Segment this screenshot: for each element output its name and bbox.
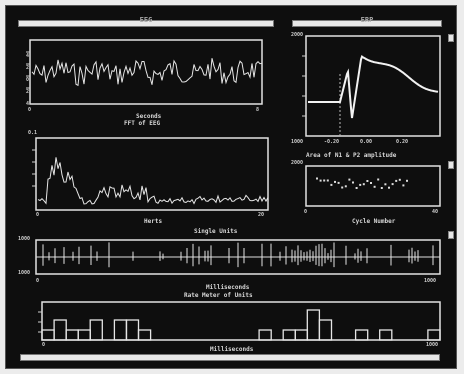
area-point xyxy=(384,183,387,186)
units-window-handle[interactable] xyxy=(448,231,454,239)
erp-series-line xyxy=(308,55,439,119)
area-point xyxy=(344,185,347,188)
eeg-series-line xyxy=(31,58,263,87)
eeg-y-tick-label: 4 xyxy=(26,101,29,107)
rate-x-tick-0: 0 xyxy=(42,342,46,348)
rate-x-tick-1000: 1000 xyxy=(426,342,439,348)
eeg-y-tick-label: 2 xyxy=(26,65,29,71)
erp-y-top-tick: 2000 xyxy=(291,32,304,38)
area-point xyxy=(362,183,365,186)
area-point xyxy=(348,178,351,181)
area-x-axis-label: Cycle Number xyxy=(352,218,396,225)
area-x-tick-0: 0 xyxy=(304,209,308,215)
fft-series-line xyxy=(37,157,269,205)
area-point xyxy=(316,177,318,180)
units-x-axis-label: Milliseconds xyxy=(206,284,250,291)
rate-bar xyxy=(77,329,91,341)
eeg-y-tick-label: 2 xyxy=(26,89,29,95)
area-point xyxy=(326,179,329,182)
area-point xyxy=(330,183,333,186)
rate-bar xyxy=(379,329,393,341)
eeg-y-tick-label: 0 xyxy=(26,77,29,83)
area-point xyxy=(341,186,344,189)
area-point xyxy=(391,183,394,186)
eeg-x-tick-8: 8 xyxy=(256,107,260,113)
erp-chart xyxy=(302,35,441,137)
rate-bars xyxy=(41,309,441,341)
rate-bar xyxy=(258,329,272,341)
rate-bar xyxy=(137,329,152,341)
area-point xyxy=(388,186,390,189)
unit-spike-train xyxy=(42,242,434,268)
rate-bar xyxy=(125,319,140,341)
area-title: Area of N1 & P2 amplitude xyxy=(306,152,397,159)
area-point xyxy=(366,180,369,182)
units-y-bottom-tick: 1000 xyxy=(18,270,31,276)
units-x-tick-1000: 1000 xyxy=(424,278,437,284)
area-point xyxy=(359,183,362,186)
rate-bar xyxy=(65,329,79,341)
rate-bar xyxy=(294,329,309,341)
area-point xyxy=(395,179,398,182)
area-point xyxy=(377,178,380,181)
rate-bar xyxy=(306,309,321,341)
area-scatter-points xyxy=(316,177,408,189)
display-screen: EEG ERP 4 2 0 2 4 0 8 Seconds FFT of EEG… xyxy=(5,5,457,369)
units-title: Single Units xyxy=(194,228,238,235)
area-point xyxy=(355,187,358,189)
area-point xyxy=(352,181,354,184)
fft-title: FFT of EEG xyxy=(124,120,161,127)
area-point xyxy=(398,178,401,181)
fft-x-tick-0: 0 xyxy=(36,212,40,218)
units-chart xyxy=(35,239,441,275)
rate-bar xyxy=(282,329,296,341)
area-point xyxy=(370,182,372,184)
rate-chart xyxy=(38,301,441,341)
rate-bar xyxy=(89,319,103,341)
fft-chart xyxy=(32,137,269,211)
erp-window-title: ERP xyxy=(360,16,374,24)
rate-title: Rate Meter of Units xyxy=(184,292,253,299)
fft-x-tick-20: 20 xyxy=(258,212,265,218)
eeg-x-tick-0: 0 xyxy=(28,107,32,113)
area-point xyxy=(319,179,322,182)
rate-bar xyxy=(41,329,55,341)
erp-x-tick-b: 0.00 xyxy=(360,139,373,145)
eeg-window-title: EEG xyxy=(139,16,153,24)
fft-y-top-tick: 0.1 xyxy=(28,130,38,136)
units-x-tick-0: 0 xyxy=(36,278,40,284)
rate-bar xyxy=(318,319,333,341)
rate-bar xyxy=(113,319,128,341)
erp-y-bottom-tick: 1000 xyxy=(291,139,304,145)
rate-bar xyxy=(53,319,67,341)
eeg-window-titlebar[interactable]: EEG xyxy=(18,16,274,27)
erp-window-titlebar[interactable]: ERP xyxy=(292,16,442,27)
area-point xyxy=(380,187,383,189)
erp-x-tick-c: 0.20 xyxy=(396,139,409,145)
area-point xyxy=(373,185,376,188)
eeg-y-tick-label: 4 xyxy=(26,53,29,59)
area-x-tick-40: 40 xyxy=(432,209,439,215)
rate-bar xyxy=(354,329,369,341)
rate-bar xyxy=(427,329,441,341)
area-point xyxy=(323,179,326,182)
area-point xyxy=(334,180,336,183)
area-window-handle[interactable] xyxy=(448,161,454,169)
area-point xyxy=(406,179,408,182)
area-point xyxy=(402,184,405,187)
area-point xyxy=(337,181,340,184)
eeg-trace-chart: 4 2 0 2 4 xyxy=(26,39,263,107)
fft-x-axis-label: Herts xyxy=(144,218,163,225)
erp-x-tick-a: -0.20 xyxy=(324,139,340,145)
erp-window-handle[interactable] xyxy=(448,34,454,42)
eeg-x-axis-label: Seconds xyxy=(136,113,162,120)
area-y-top-tick: 2000 xyxy=(291,160,304,166)
bottom-status-bar xyxy=(20,354,440,361)
rate-x-axis-label: Milliseconds xyxy=(210,346,254,353)
area-chart xyxy=(305,165,441,207)
units-y-top-tick: 1000 xyxy=(18,236,31,242)
